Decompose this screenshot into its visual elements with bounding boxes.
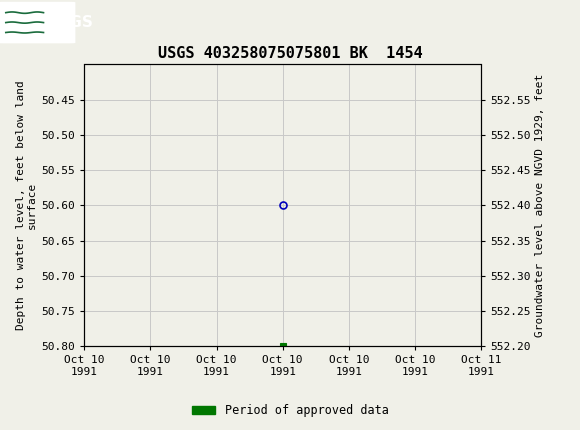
- Text: USGS 403258075075801 BK  1454: USGS 403258075075801 BK 1454: [158, 46, 422, 61]
- Y-axis label: Depth to water level, feet below land
surface: Depth to water level, feet below land su…: [16, 80, 37, 330]
- Text: USGS: USGS: [46, 15, 93, 30]
- Y-axis label: Groundwater level above NGVD 1929, feet: Groundwater level above NGVD 1929, feet: [535, 74, 545, 337]
- Legend: Period of approved data: Period of approved data: [187, 399, 393, 422]
- FancyBboxPatch shape: [0, 2, 75, 43]
